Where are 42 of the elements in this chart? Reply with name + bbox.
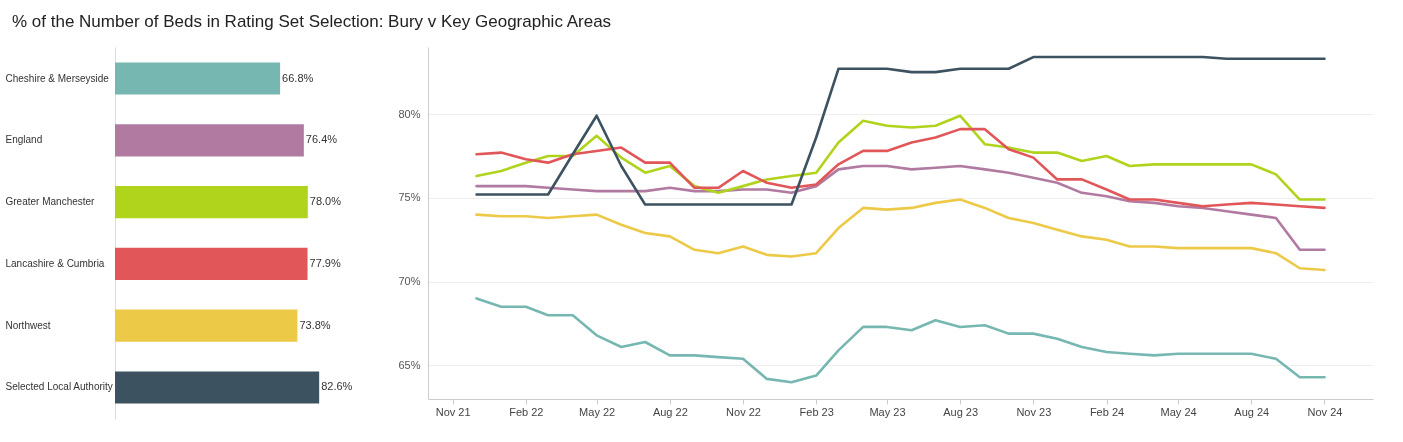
y-tick-label: Greater Manchester: [5, 196, 96, 208]
x-tick-label: Aug 22: [652, 405, 688, 418]
x-tick-label: May 23: [869, 405, 906, 418]
y-tick-label: Selected Local Authority: [5, 381, 113, 393]
bar: [115, 247, 308, 280]
y-tick-label: 80%: [398, 107, 421, 120]
y-tick-label: England: [5, 134, 43, 146]
x-tick-label: Feb 23: [799, 405, 834, 418]
bar: [115, 124, 304, 157]
bar: [115, 62, 281, 95]
x-tick-label: May 24: [1160, 405, 1197, 418]
chart-title: % of the Number of Beds in Rating Set Selection: Bury v Key Geographic Areas: [12, 12, 612, 32]
y-tick-label: 70%: [398, 275, 421, 288]
x-tick-label: Feb 22: [509, 405, 544, 418]
x-tick-label: Aug 23: [943, 405, 979, 418]
y-tick-label: 75%: [398, 191, 421, 204]
data-label: 78.0%: [309, 195, 342, 208]
x-tick-label: Nov 24: [1307, 405, 1343, 418]
line-series: [475, 127, 1326, 210]
data-label: 82.6%: [321, 380, 353, 393]
y-tick-label: Northwest: [5, 319, 51, 331]
data-label: 66.8%: [282, 71, 314, 84]
data-label: 77.9%: [309, 256, 341, 269]
line-series: [475, 164, 1326, 252]
y-tick-label: Lancashire & Cumbria: [5, 257, 105, 269]
x-tick-label: Nov 21: [435, 405, 471, 418]
line-series: [475, 55, 1326, 206]
x-tick-label: Aug 24: [1234, 405, 1270, 418]
line-series: [475, 297, 1326, 384]
x-tick-label: Feb 24: [1089, 405, 1125, 418]
x-tick-label: Nov 22: [726, 405, 761, 418]
data-label: 76.4%: [305, 133, 338, 146]
y-tick-label: 65%: [398, 358, 421, 371]
bar: [115, 371, 320, 404]
line-series: [475, 198, 1326, 272]
data-label: 73.8%: [299, 318, 331, 331]
line-series: [475, 114, 1326, 201]
y-tick-label: Cheshire & Merseyside: [5, 72, 110, 84]
bar: [115, 186, 308, 219]
bar: [115, 309, 298, 342]
x-tick-label: May 22: [579, 405, 616, 418]
x-tick-label: Nov 23: [1016, 405, 1052, 418]
